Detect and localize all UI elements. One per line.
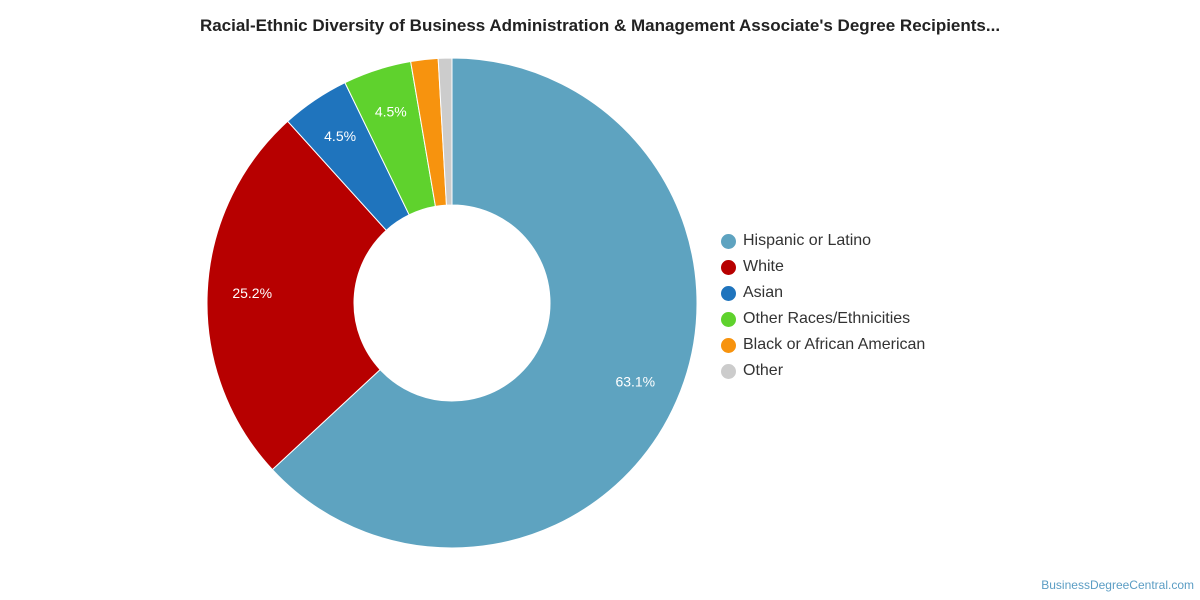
legend-item-black-or-african-american[interactable]: Black or African American [721, 332, 925, 358]
legend-label: Asian [743, 284, 784, 301]
legend-item-other[interactable]: Other [721, 358, 925, 384]
legend-swatch-icon [721, 285, 736, 301]
slice-other[interactable] [437, 57, 453, 206]
slice-white[interactable] [206, 120, 387, 471]
legend-swatch-icon [721, 311, 736, 327]
legend-swatch-icon [721, 337, 736, 353]
slice-hispanic-or-latino[interactable] [271, 57, 698, 549]
slice-data-label: 4.5% [324, 128, 356, 144]
legend-label: White [743, 258, 784, 275]
legend-item-hispanic-or-latino[interactable]: Hispanic or Latino [721, 228, 925, 254]
legend-item-white[interactable]: White [721, 254, 925, 280]
legend-item-asian[interactable]: Asian [721, 280, 925, 306]
slice-data-label: 63.1% [615, 374, 655, 390]
legend-swatch-icon [721, 259, 736, 275]
legend-label: Hispanic or Latino [743, 232, 872, 249]
chart-legend: Hispanic or Latino White Asian Other Rac… [721, 228, 925, 384]
slice-data-label: 4.5% [375, 103, 407, 119]
legend-label: Other Races/Ethnicities [743, 310, 911, 327]
legend-label: Black or African American [743, 336, 926, 353]
legend-item-other-races-ethnicities[interactable]: Other Races/Ethnicities [721, 306, 925, 332]
source-credit-link[interactable]: BusinessDegreeCentral.com [1041, 578, 1194, 592]
chart-title: Racial-Ethnic Diversity of Business Admi… [199, 16, 1001, 35]
legend-swatch-icon [721, 363, 736, 379]
slice-data-label: 25.2% [232, 285, 272, 301]
legend-label: Other [743, 362, 784, 379]
legend-swatch-icon [721, 233, 736, 249]
